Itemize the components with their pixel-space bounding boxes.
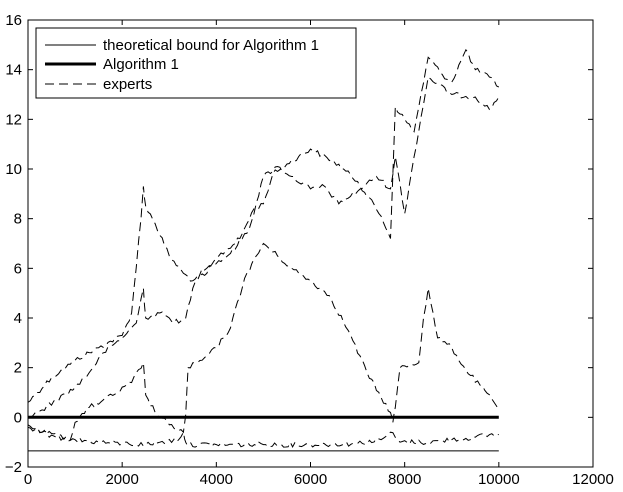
y-tick-label: 4 [14, 310, 22, 327]
x-tick-label: 10000 [478, 471, 520, 488]
x-tick-label: 6000 [294, 471, 327, 488]
legend: theoretical bound for Algorithm 1 Algori… [35, 27, 357, 99]
legend-label-algorithm: Algorithm 1 [103, 56, 179, 73]
y-tick-label: 10 [5, 161, 22, 178]
y-tick-label: 14 [5, 62, 22, 79]
series-line-4 [27, 242, 500, 443]
x-tick-label: 8000 [388, 471, 421, 488]
series-layer [27, 48, 500, 452]
axes-layer: 0 2000 4000 6000 8000 10000 12000−202468101214… [5, 12, 614, 488]
series-line-2 [27, 48, 500, 403]
legend-label-bound: theoretical bound for Algorithm 1 [103, 37, 319, 54]
y-tick-label: −2 [5, 459, 22, 476]
x-tick-label: 4000 [200, 471, 233, 488]
y-tick-label: 8 [14, 211, 22, 228]
y-tick-label: 16 [5, 12, 22, 29]
series-line-3 [27, 76, 500, 418]
series-line-5 [27, 424, 499, 448]
x-tick-label: 0 [24, 471, 32, 488]
x-tick-label: 12000 [572, 471, 614, 488]
y-tick-label: 6 [14, 260, 22, 277]
y-tick-label: 0 [14, 409, 22, 426]
y-tick-label: 12 [5, 111, 22, 128]
x-tick-label: 2000 [105, 471, 138, 488]
legend-label-experts: experts [103, 76, 152, 93]
y-tick-label: 2 [14, 360, 22, 377]
